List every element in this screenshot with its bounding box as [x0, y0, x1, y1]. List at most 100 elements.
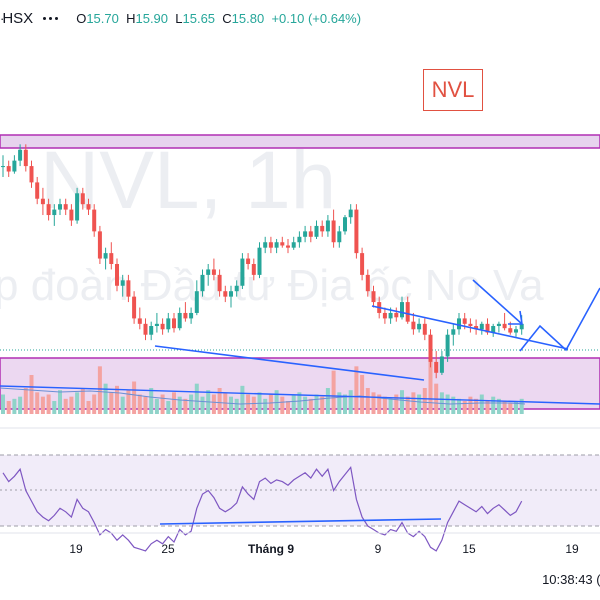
candle — [166, 312, 171, 333]
volume-bar — [149, 388, 154, 414]
volume-bar — [343, 394, 347, 414]
volume-bar — [485, 401, 490, 414]
volume-bars — [1, 362, 524, 414]
ohlc-values: O15.70 H15.90 L15.65 C15.80 +0.10 (+0.64… — [76, 11, 361, 26]
volume-trendline[interactable] — [0, 385, 600, 405]
candle — [337, 225, 342, 248]
x-tick-label: Tháng 9 — [248, 542, 294, 556]
candle — [69, 204, 74, 226]
candle — [143, 318, 148, 341]
candle — [189, 307, 194, 324]
candle — [137, 307, 142, 330]
volume-bar — [115, 385, 119, 414]
candle — [479, 321, 484, 335]
volume-bar — [280, 396, 285, 414]
price-support-trendline[interactable] — [154, 345, 425, 381]
candle — [348, 204, 353, 224]
volume-bar — [428, 362, 433, 414]
candle — [502, 312, 507, 331]
more-options-icon[interactable] — [43, 16, 59, 20]
volume-bar — [268, 394, 273, 414]
volume-bar — [63, 398, 68, 414]
candle — [422, 318, 427, 341]
candle — [217, 269, 222, 297]
volume-bar — [132, 381, 137, 414]
candle — [308, 225, 313, 243]
open-value: 15.70 — [86, 10, 119, 26]
candle — [268, 236, 273, 254]
volume-average-line — [0, 387, 526, 405]
volume-bar — [23, 388, 28, 414]
candle — [12, 155, 17, 174]
candle — [496, 321, 501, 333]
volume-bar — [29, 375, 34, 414]
volume-bar — [394, 394, 399, 414]
volume-bar — [177, 396, 182, 414]
candle — [132, 291, 137, 324]
volume-bar — [519, 398, 524, 414]
volume-bar — [377, 394, 382, 414]
volume-bar — [35, 392, 40, 414]
rsi-divergence-trendline[interactable] — [159, 518, 442, 525]
volume-bar — [154, 398, 159, 414]
symbol-label-box[interactable]: NVL — [423, 69, 483, 111]
volume-bar — [58, 390, 62, 414]
down-arrow-path[interactable] — [472, 279, 523, 325]
high-key: H — [126, 10, 136, 26]
volume-bar — [246, 394, 251, 414]
candle — [154, 312, 159, 333]
volume-bar — [514, 401, 518, 414]
volume-bar — [365, 388, 370, 414]
candle — [172, 312, 176, 333]
candle — [206, 264, 211, 286]
volume-bar — [52, 401, 57, 414]
candle — [86, 198, 91, 216]
volume-bar — [400, 390, 404, 414]
candle — [445, 329, 450, 362]
candle — [97, 225, 102, 264]
volume-bar — [137, 394, 142, 414]
candle — [434, 351, 439, 379]
candle — [263, 236, 268, 254]
clock-label: 10:38:43 (U — [542, 572, 600, 587]
price-resistance-trendline[interactable] — [371, 305, 569, 350]
open-key: O — [76, 10, 87, 26]
volume-bar — [491, 396, 496, 414]
resistance-zone[interactable] — [0, 134, 600, 149]
candle — [280, 236, 285, 248]
candle — [246, 253, 251, 270]
candle — [474, 319, 479, 335]
candle — [400, 296, 404, 320]
candle — [75, 187, 80, 224]
volume-bar — [468, 396, 473, 414]
candle — [314, 220, 319, 239]
volume-bar — [160, 394, 165, 414]
x-tick-label: 25 — [161, 542, 175, 556]
volume-bar — [18, 396, 23, 414]
volume-bar — [451, 396, 456, 414]
exchange-ticker[interactable]: HSX — [2, 9, 34, 27]
volume-bar — [308, 398, 313, 414]
volume-bar — [217, 388, 222, 414]
volume-bar — [240, 385, 245, 414]
candle — [1, 155, 5, 177]
header-separator: · — [0, 10, 5, 26]
volume-bar — [360, 375, 365, 414]
volume-bar — [189, 394, 194, 414]
volume-bar — [172, 392, 176, 414]
volume-bar — [80, 388, 85, 414]
volume-bar — [422, 388, 427, 414]
close-key: C — [222, 10, 232, 26]
candle — [491, 323, 496, 337]
volume-bar — [286, 401, 290, 414]
high-value: 15.90 — [135, 10, 169, 26]
volume-bar — [479, 394, 484, 414]
symbol-header: · HSX O15.70 H15.90 L15.65 C15.80 +0.10 … — [0, 0, 361, 36]
volume-bar — [337, 392, 342, 414]
volume-bar — [143, 396, 148, 414]
projection-path[interactable] — [519, 287, 600, 352]
candle — [63, 198, 68, 216]
volume-bar — [291, 394, 296, 414]
volume-bar — [462, 401, 467, 414]
